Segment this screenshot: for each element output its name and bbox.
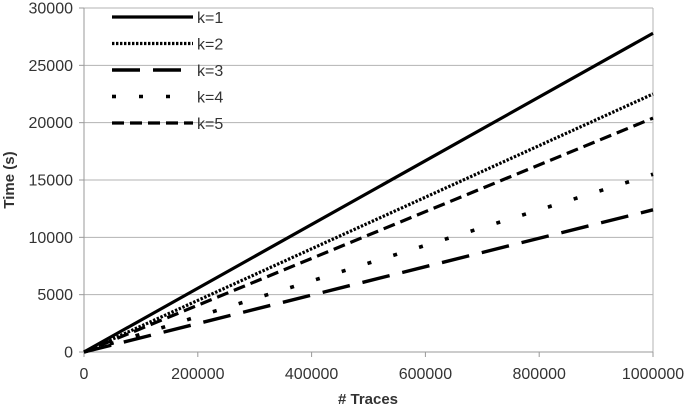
series-line-k3	[83, 208, 654, 354]
y-tick-label: 20000	[29, 115, 74, 132]
axes	[79, 7, 654, 357]
y-axis-title: Time (s)	[1, 151, 18, 208]
y-tick-label: 0	[64, 345, 73, 362]
y-tick-label: 15000	[29, 173, 74, 190]
legend-label: k=2	[197, 37, 223, 54]
series-lines	[83, 31, 654, 354]
y-tick-label: 10000	[29, 230, 74, 247]
x-tick-label: 1000000	[622, 366, 684, 383]
legend-label: k=5	[197, 116, 223, 133]
x-tick-label: 600000	[399, 366, 452, 383]
x-tick-label: 0	[80, 366, 89, 383]
y-tick-label: 25000	[29, 58, 74, 75]
series-line-k5	[83, 116, 654, 354]
series-line-k2	[83, 92, 654, 354]
legend-label: k=3	[197, 63, 223, 80]
x-axis-title: # Traces	[338, 391, 398, 408]
gridlines	[84, 7, 654, 352]
series-line-k1	[83, 31, 654, 354]
x-tick-label: 800000	[513, 366, 566, 383]
x-tick-label: 400000	[285, 366, 338, 383]
x-tick-label: 200000	[171, 366, 224, 383]
legend-label: k=4	[197, 90, 223, 107]
tick-labels: 0 5000 10000 15000 20000 25000 30000 0 200000 400…	[29, 1, 685, 384]
legend: k=1 k=2 k=3 k=4 k=5	[112, 10, 223, 133]
y-tick-label: 5000	[37, 287, 73, 304]
y-tick-label: 30000	[29, 1, 74, 18]
series-line-k4	[83, 172, 654, 354]
legend-label: k=1	[197, 10, 223, 27]
